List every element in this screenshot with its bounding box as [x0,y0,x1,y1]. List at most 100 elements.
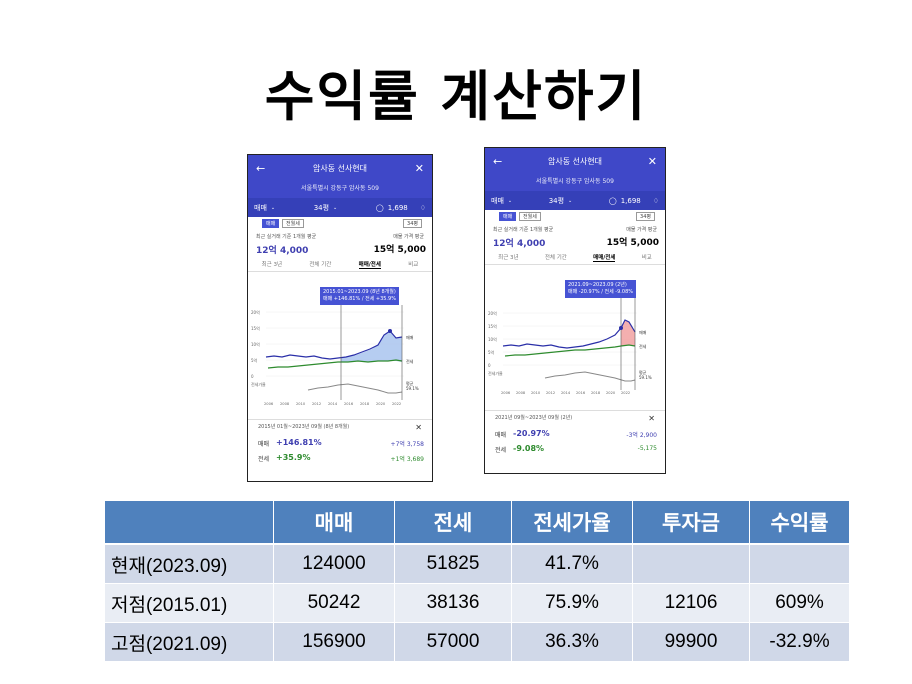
recent-price-value: 12억 4,000 [256,246,309,256]
complex-address: 서울특별시 강동구 암사동 509 [301,185,379,192]
complex-name: 암사동 선사현대 [547,157,603,166]
table-cell [632,544,750,584]
table-cell: 75.9% [511,583,633,623]
filter-bar: 매매 ⌄ 34평 ⌄ ◯ 1,698 ♢ [485,191,665,210]
summary-jeonse-label: 전세 [495,447,507,454]
table-cell: 156900 [273,622,395,662]
x-tick: 2010 [296,402,306,406]
row-label: 현재(2023.09) [105,544,274,584]
period-summary: 2021년 09월~2023년 09월 (2년) ✕ 매매 -20.97% -3… [485,410,665,456]
tab-recent-3y[interactable]: 최근 3년 [498,255,519,261]
tooltip-change: 매매 -20.97% / 전세 -9.08% [568,289,633,295]
x-tick: 2008 [516,391,526,395]
legend-jeonse: 전세 [639,343,647,349]
tab-compare[interactable]: 비교 [641,255,652,261]
table-cell: 36.3% [511,622,633,662]
tab-all-period[interactable]: 전체 기간 [309,262,332,268]
legend-sale: 매매 [639,329,647,335]
close-icon[interactable]: ✕ [647,155,657,168]
tab-compare[interactable]: 비교 [408,262,419,268]
price-chart[interactable]: 20억 15억 10억 5억 0 전세가율 매매 전세 평균 59.1% 200… [248,305,432,410]
close-icon[interactable]: ✕ [414,162,424,175]
summary-sale-amount: +7억 3,758 [390,441,424,448]
summary-period: 2015년 01월~2023년 09월 (8년 8개월) [258,424,350,430]
return-calc-table: 매매 전세 전세가율 투자금 수익률 현재(2023.09) 124000 51… [105,501,850,662]
price-chart[interactable]: 20억 15억 10억 5억 0 전세가율 매매 전세 평균 59.1% 200… [485,298,665,403]
chevron-down-icon: ⌄ [568,197,573,204]
table-cell: 38136 [394,583,512,623]
summary-period: 2021년 09월~2023년 09월 (2년) [495,415,573,421]
recent-price-label: 최근 실거래 기준 1개월 평균 [493,227,554,233]
listing-price-value: 15억 5,000 [606,238,659,248]
pill-rent[interactable]: 전월세 [519,212,541,221]
pill-rent[interactable]: 전월세 [282,219,304,228]
tab-all-period[interactable]: 전체 기간 [544,255,567,261]
y-tick: 10억 [488,336,497,342]
x-tick: 2010 [531,391,541,395]
x-tick: 2020 [376,402,386,406]
chart-tabs: 최근 3년 전체 기간 매매/전세 비교 [248,257,432,272]
pill-sale[interactable]: 매매 [499,212,517,221]
summary-sale-label: 매매 [258,441,270,448]
back-arrow-icon[interactable]: ← [493,155,503,168]
summary-sale-pct: -20.97% [513,429,550,438]
x-tick: 2006 [264,402,274,406]
tooltip-period: 2015.01~2023.09 (8년 8개월) [323,289,396,295]
x-tick: 2018 [360,402,370,406]
legend-ratio-value: 59.1% [639,375,652,380]
ratio-axis-label: 전세가율 [488,370,503,376]
legend-sale: 매매 [406,334,414,340]
comment-count: 1,698 [387,203,408,212]
table-cell: 609% [749,583,850,623]
app-header: ← 암사동 선사현대 ✕ 서울특별시 강동구 암사동 509 매매 ⌄ 34평 … [485,148,665,210]
x-tick: 2014 [561,391,571,395]
bell-icon[interactable]: ♢ [652,196,660,205]
close-icon[interactable]: ✕ [415,423,422,432]
bell-icon[interactable]: ♢ [419,203,427,212]
tab-recent-3y[interactable]: 최근 3년 [261,262,283,268]
period-tooltip: 2015.01~2023.09 (8년 8개월) 매매 +146.81% / 전… [320,287,399,305]
pill-sale[interactable]: 매매 [262,219,280,228]
size-select[interactable]: 34평 [313,203,330,212]
listing-price-value: 15억 5,000 [373,245,426,255]
table-cell: 41.7% [511,544,633,584]
table-row: 저점(2015.01) 50242 38136 75.9% 12106 609% [105,583,850,623]
listing-price-label: 매물 가격 평균 [393,234,424,240]
table-header-cell: 전세가율 [511,501,633,545]
y-tick: 15억 [488,323,497,329]
screenshot-phone-1: ← 암사동 선사현대 ✕ 서울특별시 강동구 암사동 509 매매 ⌄ 34평 … [247,154,433,482]
back-arrow-icon[interactable]: ← [256,162,266,175]
trade-type-select[interactable]: 매매 [254,203,267,212]
y-tick: 20억 [251,309,260,315]
x-tick: 2008 [280,402,290,406]
chevron-down-icon: ⌄ [507,197,513,204]
listing-price-label: 매물 가격 평균 [626,227,657,233]
comment-icon[interactable]: ◯ [375,203,384,212]
comment-count: 1,698 [620,196,641,205]
app-header: ← 암사동 선사현대 ✕ 서울특별시 강동구 암사동 509 매매 ⌄ 34평 … [248,155,432,217]
close-icon[interactable]: ✕ [648,414,655,423]
table-cell: 12106 [632,583,750,623]
y-tick: 5억 [488,349,495,355]
recent-price-value: 12억 4,000 [493,239,546,249]
trade-type-select[interactable]: 매매 [491,196,504,205]
size-select[interactable]: 34평 [548,196,565,205]
comment-icon[interactable]: ◯ [608,196,617,205]
table-header-cell: 수익률 [749,501,850,545]
summary-jeonse-label: 전세 [258,456,270,463]
summary-sale-pct: +146.81% [276,438,322,447]
chevron-down-icon: ⌄ [333,204,338,211]
x-tick: 2014 [328,402,338,406]
tab-sale-jeonse[interactable]: 매매/전세 [593,254,616,262]
table-cell: 124000 [273,544,395,584]
y-tick: 10억 [251,341,260,347]
table-header-cell: 전세 [394,501,512,545]
complex-name: 암사동 선사현대 [312,164,368,173]
x-tick: 2022 [621,391,630,395]
size-dropdown[interactable]: 34평 [403,219,422,228]
chart-tabs: 최근 3년 전체 기간 매매/전세 비교 [485,250,665,265]
summary-sale-label: 매매 [495,432,507,439]
size-dropdown[interactable]: 34평 [636,212,655,221]
price-summary: 최근 실거래 기준 1개월 평균 12억 4,000 매물 가격 평균 15억 … [248,231,432,257]
tab-sale-jeonse[interactable]: 매매/전세 [358,261,381,269]
